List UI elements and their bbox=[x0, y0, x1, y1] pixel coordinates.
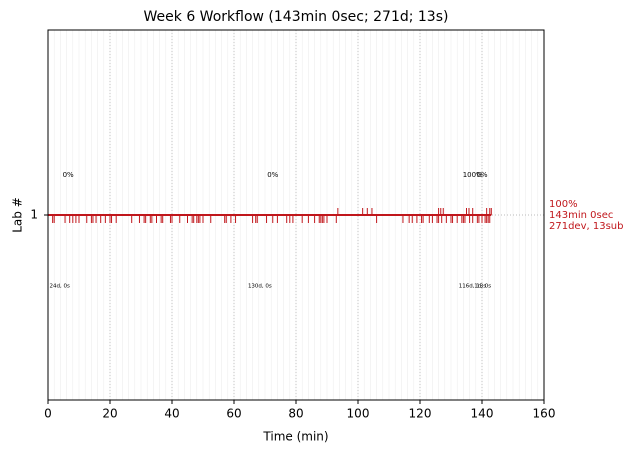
x-tick-label: 0 bbox=[44, 407, 52, 421]
x-tick-label: 100 bbox=[347, 407, 370, 421]
x-tick-label: 160 bbox=[533, 407, 556, 421]
x-tick-label: 80 bbox=[288, 407, 303, 421]
summary-label: 143min 0sec bbox=[549, 210, 613, 221]
plot-frame bbox=[47, 29, 545, 401]
x-tick-label: 20 bbox=[102, 407, 117, 421]
count-label: 116d, 13s bbox=[459, 284, 486, 290]
x-tick-label: 40 bbox=[164, 407, 179, 421]
x-tick-label: 140 bbox=[471, 407, 494, 421]
count-label: 1d, 0s bbox=[474, 284, 491, 290]
x-tick-label: 120 bbox=[409, 407, 432, 421]
y-axis-label: Lab # bbox=[11, 197, 25, 233]
percent-label: 0% bbox=[476, 171, 487, 179]
x-axis-label: Time (min) bbox=[262, 430, 328, 444]
percent-label: 0% bbox=[63, 171, 74, 179]
x-tick-label: 60 bbox=[226, 407, 241, 421]
count-label: 24d, 0s bbox=[50, 284, 70, 290]
percent-label: 100% bbox=[463, 171, 483, 179]
y-tick-label: 1 bbox=[30, 208, 38, 222]
percent-label: 0% bbox=[267, 171, 278, 179]
summary-label: 100% bbox=[549, 199, 578, 210]
count-label: 130d, 0s bbox=[248, 284, 272, 290]
chart-title: Week 6 Workflow (143min 0sec; 271d; 13s) bbox=[144, 9, 449, 25]
summary-label: 271dev, 13sub bbox=[549, 221, 623, 232]
